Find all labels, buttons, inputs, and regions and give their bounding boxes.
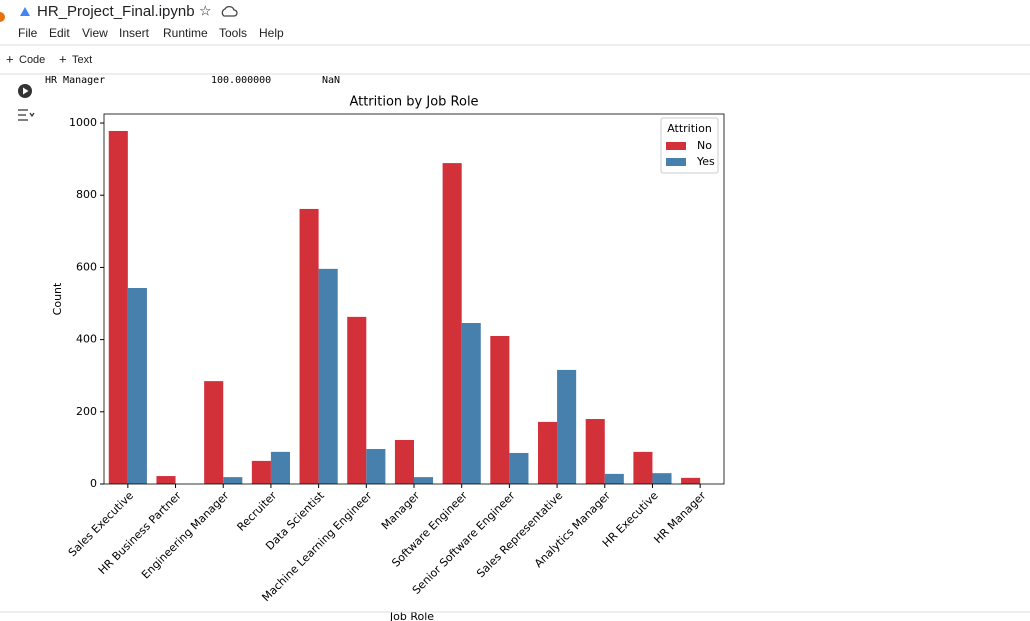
y-tick-label: 400 (76, 333, 97, 346)
legend-label: Yes (696, 155, 715, 168)
drive-icon (20, 7, 30, 16)
bar (633, 451, 653, 484)
bar (299, 208, 319, 484)
bar (347, 316, 367, 484)
x-tick-label: Engineering Manager (139, 489, 232, 582)
chart-title: Attrition by Job Role (349, 95, 478, 110)
menu-item[interactable]: Runtime (163, 26, 208, 40)
bar (223, 477, 243, 484)
menu-item[interactable]: File (18, 26, 38, 40)
bar (394, 439, 414, 484)
header-bg (0, 0, 1030, 45)
bar (270, 451, 290, 484)
menu-item[interactable]: Edit (49, 26, 70, 40)
plus-icon: + (6, 51, 14, 66)
bar (366, 448, 386, 484)
bar (538, 421, 558, 484)
legend-title: Attrition (667, 122, 712, 135)
y-tick-label: 800 (76, 188, 97, 201)
output-text: HR Manager (45, 75, 105, 86)
bar (585, 419, 605, 484)
plus-icon: + (59, 51, 67, 66)
bar (557, 369, 577, 484)
bar (509, 452, 529, 484)
bar (652, 473, 672, 484)
x-tick-label: Recruiter (235, 489, 280, 534)
toolbar-button[interactable]: Code (19, 54, 45, 66)
y-tick-label: 200 (76, 405, 97, 418)
menu-item[interactable]: Insert (119, 26, 150, 40)
bar (442, 163, 462, 484)
legend-swatch (666, 158, 686, 166)
run-icon (23, 87, 29, 95)
menu-item[interactable]: Tools (219, 26, 247, 40)
y-axis-label: Count (51, 282, 64, 315)
x-tick-label: HR Business Partner (96, 489, 184, 577)
star-icon[interactable]: ☆ (199, 3, 212, 19)
y-tick-label: 0 (90, 477, 97, 490)
avatar (0, 12, 5, 22)
bar (204, 381, 224, 484)
output-text: NaN (322, 75, 340, 86)
output-text: 100.000000 (211, 75, 271, 86)
x-tick-label: HR Manager (651, 489, 708, 546)
y-tick-label: 1000 (69, 116, 97, 129)
bar (127, 287, 147, 484)
legend-swatch (666, 142, 686, 150)
menu-item[interactable]: View (82, 26, 108, 40)
notebook-title[interactable]: HR_Project_Final.ipynb (37, 3, 195, 20)
bar (681, 477, 701, 484)
x-tick-label: Manager (379, 489, 423, 533)
x-tick-label: Sales Representative (474, 489, 565, 580)
output-icon[interactable] (18, 109, 35, 121)
cloud-icon (221, 5, 238, 17)
x-axis-label: Job Role (389, 610, 434, 621)
menu-item[interactable]: Help (259, 26, 284, 40)
bar (318, 268, 338, 484)
axes-frame (103, 113, 725, 485)
bar (461, 323, 481, 484)
toolbar-button[interactable]: Text (72, 54, 92, 66)
bar (604, 473, 624, 484)
bar (414, 477, 434, 484)
bar (251, 460, 271, 484)
bar (490, 336, 510, 484)
bar (156, 476, 176, 484)
bar (108, 130, 128, 484)
legend-label: No (697, 139, 712, 152)
toolbar-shadow (0, 73, 1030, 75)
y-tick-label: 600 (76, 260, 97, 273)
